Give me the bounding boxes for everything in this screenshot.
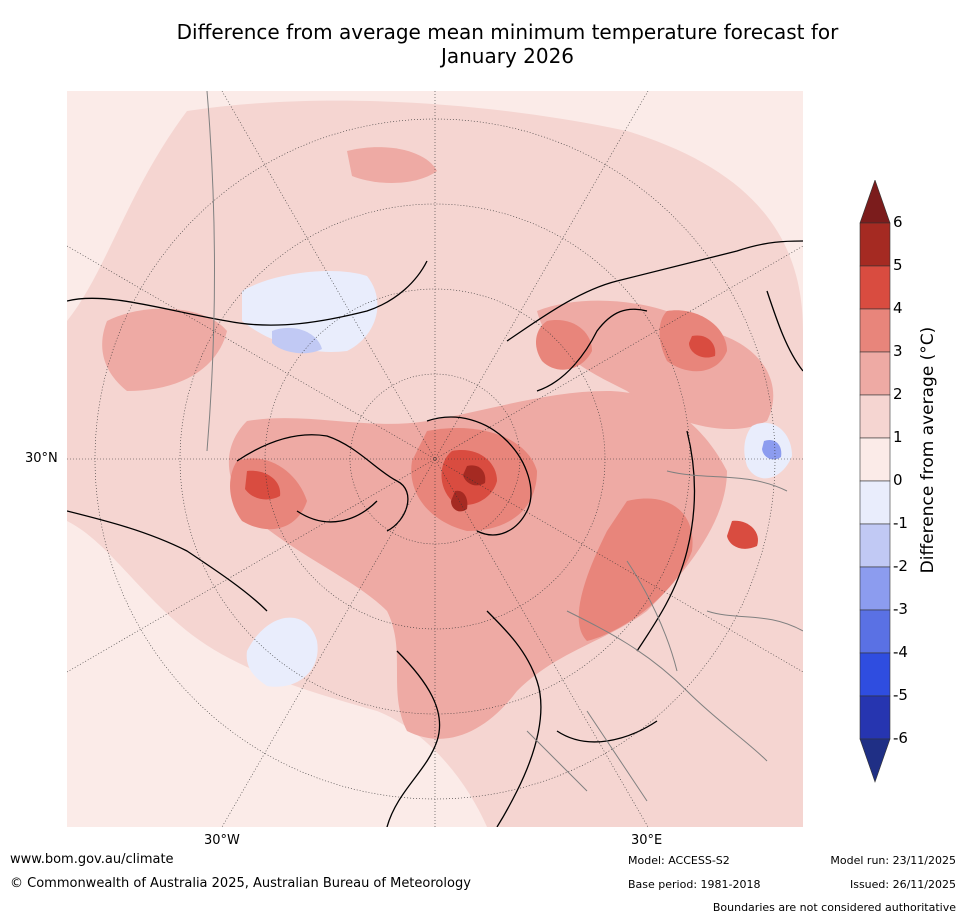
anomaly-4-5-region: [727, 520, 758, 549]
colorbar-segment: [859, 652, 891, 697]
anomaly-neg-region: [762, 439, 782, 460]
colorbar-segment: [859, 480, 891, 525]
anomaly-neg-region: [246, 617, 318, 687]
anomaly-5-6-region: [463, 465, 486, 486]
lat-label-30n: 30°N: [25, 451, 58, 466]
anomaly-5-6-region: [451, 490, 468, 512]
colorbar-tick-label: -4: [893, 643, 908, 661]
colorbar-segment: [859, 695, 891, 740]
colorbar-tick-label: 6: [893, 213, 903, 231]
title-line-2: January 2026: [440, 44, 575, 68]
colorbar-segment: [859, 437, 891, 482]
coastlines: [67, 240, 803, 827]
anomaly-2-3-region: [347, 147, 437, 183]
colorbar-extend-low: [859, 738, 891, 783]
temperature-anomaly-map: [67, 91, 803, 827]
lon-label-30w: 30°W: [204, 833, 240, 848]
colorbar-tick-label: 0: [893, 471, 903, 489]
colorbar-tick-label: 3: [893, 342, 903, 360]
colorbar-tick-label: 5: [893, 256, 903, 274]
model-run-date: Model run: 23/11/2025: [830, 854, 956, 867]
colorbar-segment: [859, 265, 891, 310]
colorbar-segment: [859, 394, 891, 439]
map-canvas: [67, 91, 803, 827]
anomaly-4-5-region: [245, 470, 281, 500]
model-name: Model: ACCESS-S2: [628, 854, 730, 867]
colorbar-tick-label: 4: [893, 299, 903, 317]
colorbar-segment: [859, 308, 891, 353]
anomaly-3-4-region: [535, 320, 592, 370]
website-link[interactable]: www.bom.gov.au/climate: [10, 852, 174, 867]
colorbar: [859, 180, 891, 783]
colorbar-tick-label: -5: [893, 686, 908, 704]
colorbar-tick-label: -3: [893, 600, 908, 618]
colorbar-tick-label: -1: [893, 514, 908, 532]
colorbar-extend-high: [859, 180, 891, 224]
copyright-text: © Commonwealth of Australia 2025, Austra…: [10, 876, 471, 891]
colorbar-label: Difference from average (°C): [918, 326, 938, 574]
colorbar-tick-label: -6: [893, 729, 908, 747]
boundaries-disclaimer: Boundaries are not considered authoritat…: [712, 901, 956, 914]
anomaly-neg-region: [272, 327, 322, 354]
colorbar-segment: [859, 351, 891, 396]
colorbar-tick-label: 1: [893, 428, 903, 446]
title-line-1: Difference from average mean minimum tem…: [176, 20, 839, 44]
graticule: [67, 91, 803, 827]
country-borders: [206, 91, 803, 802]
anomaly-3-4-region: [578, 498, 693, 641]
colorbar-segment: [859, 609, 891, 654]
map-title: Difference from average mean minimum tem…: [90, 20, 925, 68]
colorbar-tick-label: 2: [893, 385, 903, 403]
colorbar-segment: [859, 523, 891, 568]
issued-date: Issued: 26/11/2025: [849, 878, 956, 891]
anomaly-4-5-region: [689, 335, 716, 358]
base-period: Base period: 1981-2018: [628, 878, 761, 891]
lon-label-30e: 30°E: [631, 833, 663, 848]
colorbar-segment: [859, 222, 891, 267]
anomaly-2-3-region: [228, 391, 728, 739]
colorbar-tick-label: -2: [893, 557, 908, 575]
colorbar-segment: [859, 566, 891, 611]
